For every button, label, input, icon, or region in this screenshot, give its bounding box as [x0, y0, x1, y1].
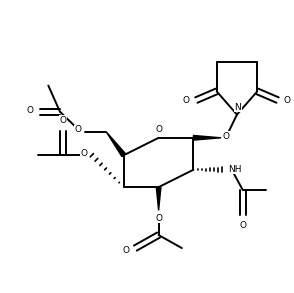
Text: NH: NH: [228, 165, 241, 174]
Text: O: O: [155, 125, 162, 134]
Text: O: O: [26, 106, 33, 115]
Text: O: O: [223, 132, 229, 141]
Text: O: O: [122, 246, 129, 255]
Text: O: O: [75, 125, 82, 134]
Text: O: O: [155, 214, 162, 223]
Polygon shape: [156, 187, 161, 210]
Text: O: O: [239, 221, 246, 229]
Text: N: N: [234, 103, 241, 112]
Text: O: O: [81, 149, 88, 158]
Text: O: O: [59, 116, 66, 125]
Text: O: O: [284, 96, 291, 105]
Polygon shape: [106, 132, 126, 156]
Polygon shape: [193, 135, 221, 140]
Text: O: O: [183, 96, 190, 105]
